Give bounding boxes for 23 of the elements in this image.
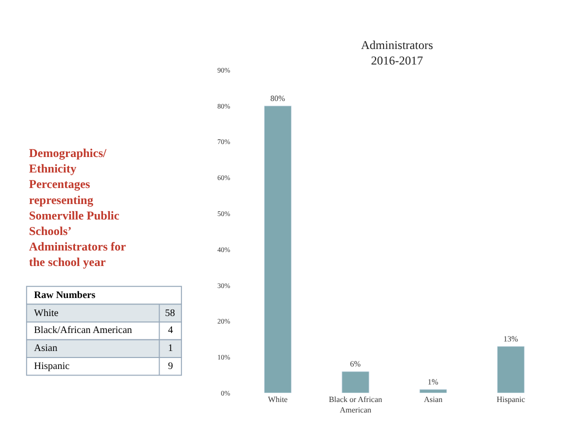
data-label: 13% (503, 334, 518, 344)
chart-title: Administrators 2016-2017 (361, 38, 434, 68)
x-tick-label: Black or African American (328, 395, 382, 414)
category-label: Black/African American (34, 325, 132, 336)
category-label: Hispanic (34, 361, 70, 372)
data-label: 1 (168, 343, 173, 354)
x-tick-label: Asian (424, 395, 443, 404)
data-label: 58 (165, 308, 175, 319)
bar (497, 346, 525, 393)
bar (264, 106, 292, 393)
x-tick-label: White (268, 395, 288, 404)
data-label: 4 (168, 325, 173, 336)
category-label: White (34, 308, 59, 319)
category-label: Asian (34, 343, 58, 354)
bar (419, 389, 448, 393)
bar (342, 371, 370, 393)
data-label: 9 (168, 361, 173, 372)
data-label: 1% (428, 377, 439, 386)
data-label: 6% (350, 359, 361, 368)
text: Raw Numbers (34, 290, 96, 301)
text: Demographics/ Ethnicity Percentages representing Somerville Public Schools’ Administrators for the school year (29, 146, 127, 270)
x-tick-label: Hispanic (496, 395, 526, 404)
data-label: 80% (270, 94, 286, 103)
